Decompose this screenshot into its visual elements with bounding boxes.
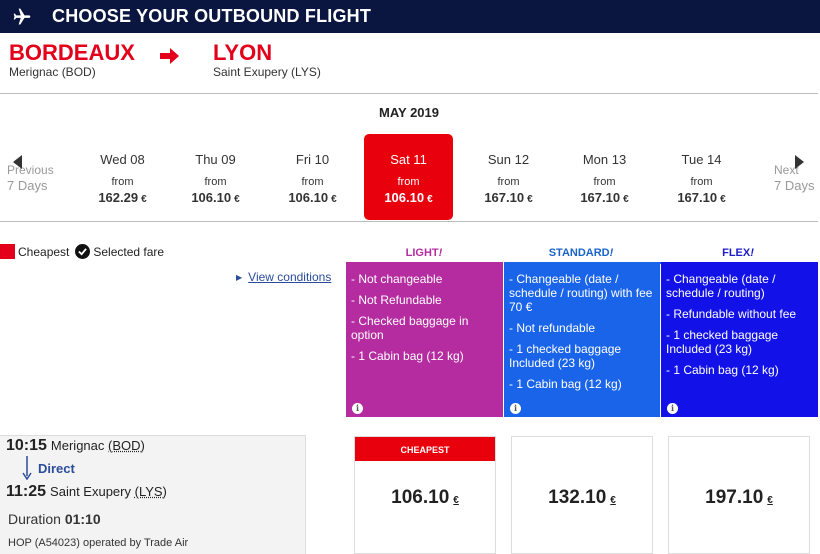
day-name: Fri 10 xyxy=(295,152,330,167)
destination-city: LYON xyxy=(213,40,273,65)
day-price: 106.10 € xyxy=(191,190,240,205)
price-amount: 132.10 € xyxy=(548,487,616,508)
origin-airport: Merignac (BOD) xyxy=(9,65,96,79)
divider xyxy=(0,93,818,94)
calendar-month: MAY 2019 xyxy=(379,105,439,120)
departure-airport: Merignac (BOD) xyxy=(50,438,145,453)
fare-condition: - Changeable (date / schedule / routing) xyxy=(666,272,776,300)
arrival: 11:25 Saint Exupery (LYS) xyxy=(6,483,167,501)
legend-selected-label: Selected fare xyxy=(93,244,165,259)
divider xyxy=(0,221,818,222)
caret-right-icon: ▶ xyxy=(236,273,243,282)
page-header: CHOOSE YOUR OUTBOUND FLIGHT xyxy=(0,0,820,33)
direct-label: Direct xyxy=(38,461,75,476)
airplane-icon xyxy=(0,0,44,33)
day-tab[interactable]: Thu 09 from 106.10 € xyxy=(171,134,260,220)
day-name: Sat 11 xyxy=(390,152,427,167)
fare-underline xyxy=(346,262,503,264)
fare-condition: - 1 Cabin bag (12 kg) xyxy=(509,377,622,391)
day-name: Sun 12 xyxy=(487,152,530,167)
fare-conditions-standard: - Changeable (date / schedule / routing)… xyxy=(504,264,660,417)
destination-airport: Saint Exupery (LYS) xyxy=(213,65,321,79)
chevron-left-icon xyxy=(13,155,23,173)
day-tab[interactable]: Mon 13 from 167.10 € xyxy=(560,134,649,220)
previous-label: Previous xyxy=(7,163,54,177)
fare-condition: - Changeable (date / schedule / routing)… xyxy=(509,272,653,314)
view-conditions: ▶ View conditions xyxy=(236,270,331,284)
day-price: 167.10 € xyxy=(580,190,629,205)
day-tab[interactable]: Tue 14 from 167.10 € xyxy=(657,134,746,220)
day-from-label: from xyxy=(301,176,324,188)
fare-condition: - 1 checked baggage Included (23 kg) xyxy=(666,328,779,356)
fare-condition: - 1 checked baggage Included (23 kg) xyxy=(509,342,622,370)
day-price: 106.10 € xyxy=(384,190,433,205)
fare-conditions-light: - Not changeable - Not Refundable - Chec… xyxy=(346,264,503,417)
fare-conditions-flex: - Changeable (date / schedule / routing)… xyxy=(661,264,818,417)
fare-condition: - Refundable without fee xyxy=(666,307,797,321)
fare-underline xyxy=(504,262,661,264)
fare-condition: - Not changeable xyxy=(351,272,443,286)
next-label: Next xyxy=(774,163,799,177)
previous-days-label: 7 Days xyxy=(7,178,48,193)
fare-header-flex: FLEX! xyxy=(722,247,754,259)
arrival-airport: Saint Exupery (LYS) xyxy=(50,484,167,499)
fare-header-standard: STANDARD! xyxy=(548,247,614,259)
departure-time: 10:15 xyxy=(6,437,47,454)
price-option-light[interactable]: CHEAPEST 106.10 € xyxy=(354,436,496,554)
day-price: 167.10 € xyxy=(677,190,726,205)
departure: 10:15 Merignac (BOD) xyxy=(6,437,145,455)
origin: BORDEAUX Merignac (BOD) xyxy=(9,40,135,80)
next-days-label: 7 Days xyxy=(774,178,815,193)
day-from-label: from xyxy=(397,176,420,188)
day-name: Mon 13 xyxy=(582,152,627,167)
day-from-label: from xyxy=(111,176,134,188)
page-title: CHOOSE YOUR OUTBOUND FLIGHT xyxy=(52,6,372,26)
destination: LYON Saint Exupery (LYS) xyxy=(213,40,321,80)
day-tab[interactable]: Sun 12 from 167.10 € xyxy=(464,134,553,220)
flight-details: 10:15 Merignac (BOD) Direct 11:25 Saint Ex… xyxy=(0,435,306,554)
day-tab-selected[interactable]: Sat 11 from 106.10 € xyxy=(364,134,453,220)
legend-cheapest-label: Cheapest xyxy=(18,244,70,259)
day-name: Tue 14 xyxy=(681,152,722,167)
fare-header-light: LIGHT! xyxy=(405,247,443,259)
operator-info: HOP (A54023) operated by Trade Air xyxy=(8,537,189,549)
arrow-down-icon xyxy=(22,456,32,485)
day-name: Wed 08 xyxy=(100,152,145,167)
day-tab[interactable]: Fri 10 from 106.10 € xyxy=(268,134,357,220)
day-from-label: from xyxy=(497,176,520,188)
flight-duration: Duration 01:10 xyxy=(8,511,101,527)
day-price: 106.10 € xyxy=(288,190,337,205)
arrow-right-icon xyxy=(158,45,180,72)
day-from-label: from xyxy=(593,176,616,188)
fare-condition: - Not refundable xyxy=(509,321,596,335)
legend: Cheapest Selected fare xyxy=(0,244,164,259)
price-option-standard[interactable]: 132.10 € xyxy=(511,436,653,554)
price-amount: 106.10 € xyxy=(391,487,459,508)
day-price: 162.29 € xyxy=(98,190,147,205)
fare-condition: - Not Refundable xyxy=(351,293,442,307)
fare-condition: - 1 Cabin bag (12 kg) xyxy=(666,363,779,377)
price-option-flex[interactable]: 197.10 € xyxy=(668,436,810,554)
day-from-label: from xyxy=(204,176,227,188)
view-conditions-link[interactable]: View conditions xyxy=(248,270,332,284)
next-week-button[interactable]: Next 7 Days xyxy=(774,155,815,193)
info-icon[interactable]: i xyxy=(667,403,678,414)
cheapest-badge: CHEAPEST xyxy=(355,437,495,461)
fare-underline xyxy=(661,262,818,264)
day-from-label: from xyxy=(690,176,713,188)
info-icon[interactable]: i xyxy=(510,403,521,414)
fare-condition: - Checked baggage in option xyxy=(351,314,469,342)
check-circle-icon xyxy=(75,244,91,259)
origin-city: BORDEAUX xyxy=(9,40,135,65)
cheapest-swatch-icon xyxy=(0,244,15,259)
previous-week-button[interactable]: Previous 7 Days xyxy=(7,155,54,193)
day-name: Thu 09 xyxy=(195,152,236,167)
fare-condition: - 1 Cabin bag (12 kg) xyxy=(351,349,464,363)
price-amount: 197.10 € xyxy=(705,487,773,508)
info-icon[interactable]: i xyxy=(352,403,363,414)
arrival-time: 11:25 xyxy=(6,483,47,500)
chevron-right-icon xyxy=(794,155,804,173)
day-tab[interactable]: Wed 08 from 162.29 € xyxy=(78,134,167,220)
day-price: 167.10 € xyxy=(484,190,533,205)
